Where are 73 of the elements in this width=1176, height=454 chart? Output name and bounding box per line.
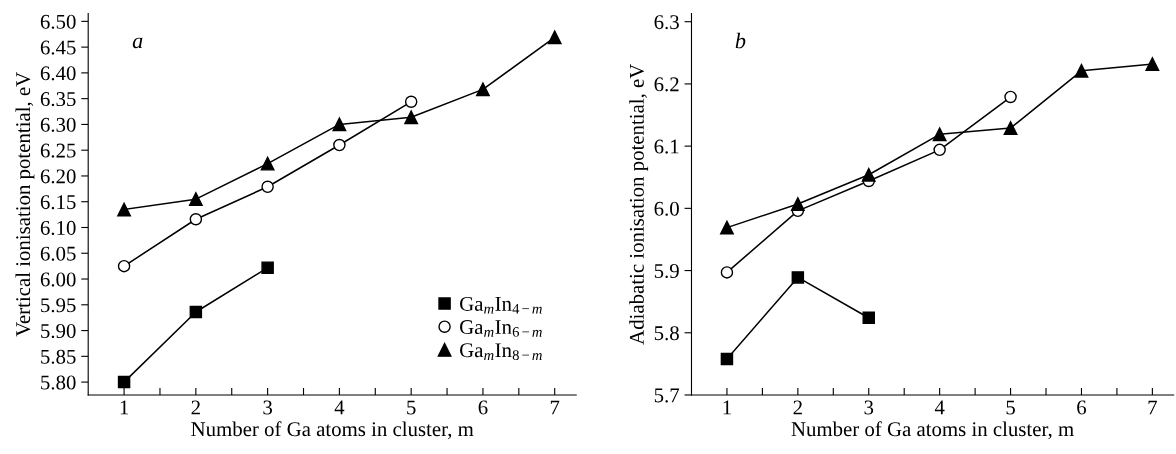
y-tick-label: 6.05 — [40, 246, 76, 261]
x-tick-label: 2 — [793, 400, 802, 415]
x-tick-label: 1 — [723, 400, 731, 415]
y-tick-label: 6.1 — [654, 139, 679, 154]
y-tick-label: 6.15 — [40, 195, 76, 210]
point — [933, 143, 946, 157]
point — [117, 202, 132, 217]
point — [117, 259, 131, 273]
y-tick-label: 6.30 — [40, 117, 76, 132]
annotation: a — [132, 37, 143, 49]
point — [862, 311, 876, 325]
point — [261, 180, 274, 194]
point — [547, 30, 562, 45]
y-tick-label: 6.3 — [654, 15, 679, 30]
x-tick-label: 2 — [191, 400, 200, 415]
point — [1003, 121, 1018, 136]
point — [720, 352, 734, 366]
y-tick-label: 6.25 — [40, 143, 76, 158]
point — [719, 220, 734, 235]
y-tick-label: 6.2 — [654, 77, 679, 92]
x-tick-label: 5 — [1006, 400, 1015, 415]
point — [1074, 63, 1089, 78]
x-tick-label: 6 — [1077, 400, 1087, 415]
x-tick-label: 3 — [864, 400, 874, 415]
x-tick-label: 7 — [550, 400, 560, 415]
point — [117, 375, 131, 389]
y-tick-label: 5.85 — [41, 349, 76, 364]
y-tick-label: 6.20 — [40, 169, 76, 184]
point — [332, 117, 347, 132]
point — [189, 212, 203, 226]
y-tick-label: 6.45 — [40, 40, 76, 55]
x-tick-label: 1 — [120, 400, 129, 415]
x-tick-label: 4 — [934, 400, 945, 415]
point — [404, 110, 419, 125]
y-tick-label: 6.50 — [40, 14, 76, 29]
y-tick-label: 5.90 — [41, 323, 76, 339]
y-tick-label: 6.00 — [40, 272, 76, 287]
point — [261, 261, 274, 274]
point — [404, 95, 418, 108]
x-tick-label: 7 — [1148, 400, 1157, 415]
y-tick-label: 6.10 — [40, 220, 76, 236]
y-tick-label: 6.40 — [40, 66, 76, 81]
x-tick-label: 4 — [334, 400, 345, 415]
x-axis-title: Number of Ga atoms in cluster, m — [191, 421, 474, 440]
annotation: b — [735, 32, 746, 49]
y-tick-label: 5.95 — [41, 298, 76, 313]
x-tick-label: 6 — [478, 400, 488, 415]
point — [1004, 90, 1017, 104]
x-tick-label: 5 — [407, 400, 416, 415]
point — [260, 156, 275, 171]
y-axis-title: Vertical ionisation potential, eV — [15, 72, 35, 337]
point — [932, 127, 947, 142]
point — [475, 82, 490, 97]
point — [333, 138, 346, 152]
point — [189, 305, 203, 319]
y-tick-label: 5.9 — [654, 263, 679, 279]
y-tick-label: 6.35 — [40, 92, 76, 107]
legend-label: Ga$_{m}$In$_{6−m}$ — [460, 320, 542, 337]
y-tick-label: 5.80 — [41, 375, 76, 390]
legend-label: Ga$_{m}$In$_{4−m}$ — [460, 296, 542, 314]
point — [790, 197, 805, 211]
y-axis-title: Adiabatic ionisation potential, eV — [629, 63, 649, 345]
y-tick-label: 5.7 — [654, 388, 680, 403]
y-tick-label: 6.0 — [654, 201, 679, 216]
point — [188, 192, 203, 207]
point — [720, 266, 734, 279]
point — [861, 167, 876, 182]
x-axis-title: Number of Ga atoms in cluster, m — [791, 421, 1074, 440]
x-tick-label: 3 — [263, 400, 273, 415]
legend-label: Ga$_{m}$In$_{8−m}$ — [460, 343, 542, 361]
y-tick-label: 5.8 — [654, 326, 679, 341]
point — [791, 271, 805, 284]
point — [1145, 57, 1160, 71]
